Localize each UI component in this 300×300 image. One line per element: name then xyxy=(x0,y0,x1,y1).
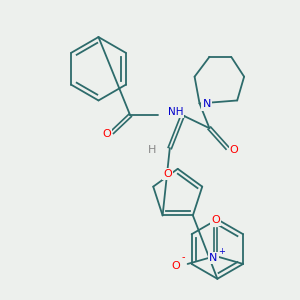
Text: -: - xyxy=(182,252,185,262)
Text: O: O xyxy=(171,261,180,271)
Text: O: O xyxy=(211,215,220,225)
Text: N: N xyxy=(202,99,211,110)
Text: O: O xyxy=(230,145,239,155)
Text: H: H xyxy=(148,145,156,155)
Text: O: O xyxy=(102,129,111,139)
Text: O: O xyxy=(163,169,172,179)
Text: N: N xyxy=(209,253,218,263)
Text: +: + xyxy=(218,247,225,256)
Text: NH: NH xyxy=(168,107,183,117)
